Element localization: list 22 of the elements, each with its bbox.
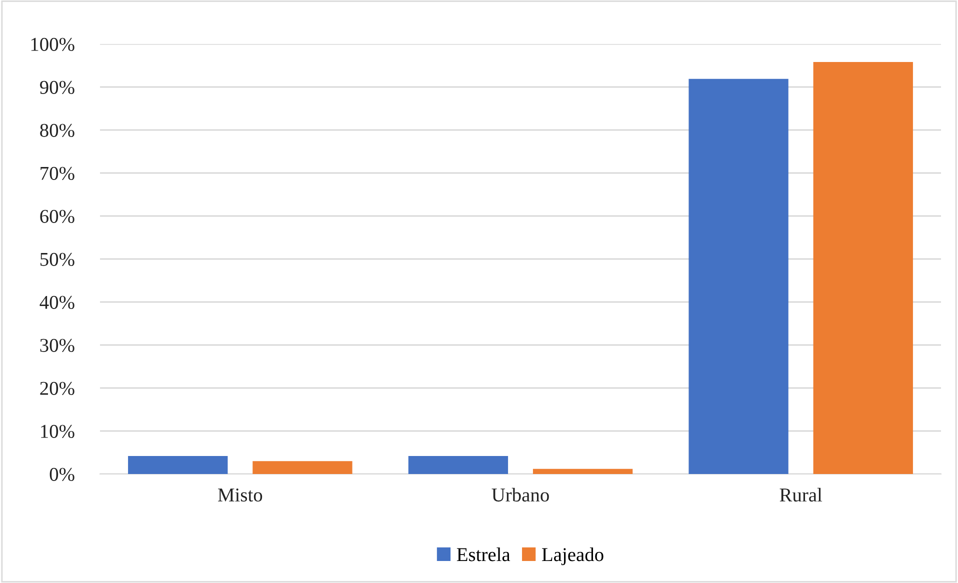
y-tick-label: 20%	[40, 382, 74, 395]
y-tick-label: 10%	[41, 424, 74, 438]
x-tick-label: Urbano	[492, 488, 549, 502]
y-tick-label: 70%	[40, 166, 74, 180]
legend-label: Estrela	[456, 548, 510, 562]
y-tick-label: 0%	[50, 468, 74, 481]
bar	[252, 461, 352, 474]
y-tick-label: 100%	[31, 38, 74, 51]
bar	[688, 78, 788, 474]
bar	[408, 456, 508, 474]
x-tick-label: Misto	[218, 488, 262, 502]
y-tick-label: 50%	[40, 252, 74, 266]
bar	[128, 456, 228, 474]
y-tick-label: 30%	[40, 338, 74, 352]
y-tick-label: 60%	[40, 210, 74, 223]
y-tick-label: 40%	[40, 296, 74, 309]
bar	[532, 468, 633, 474]
y-tick-label: 90%	[40, 80, 74, 94]
bar	[813, 62, 913, 474]
legend-label: Lajeado	[542, 548, 604, 566]
x-tick-label: Rural	[780, 488, 822, 502]
y-tick-label: 80%	[40, 124, 74, 137]
